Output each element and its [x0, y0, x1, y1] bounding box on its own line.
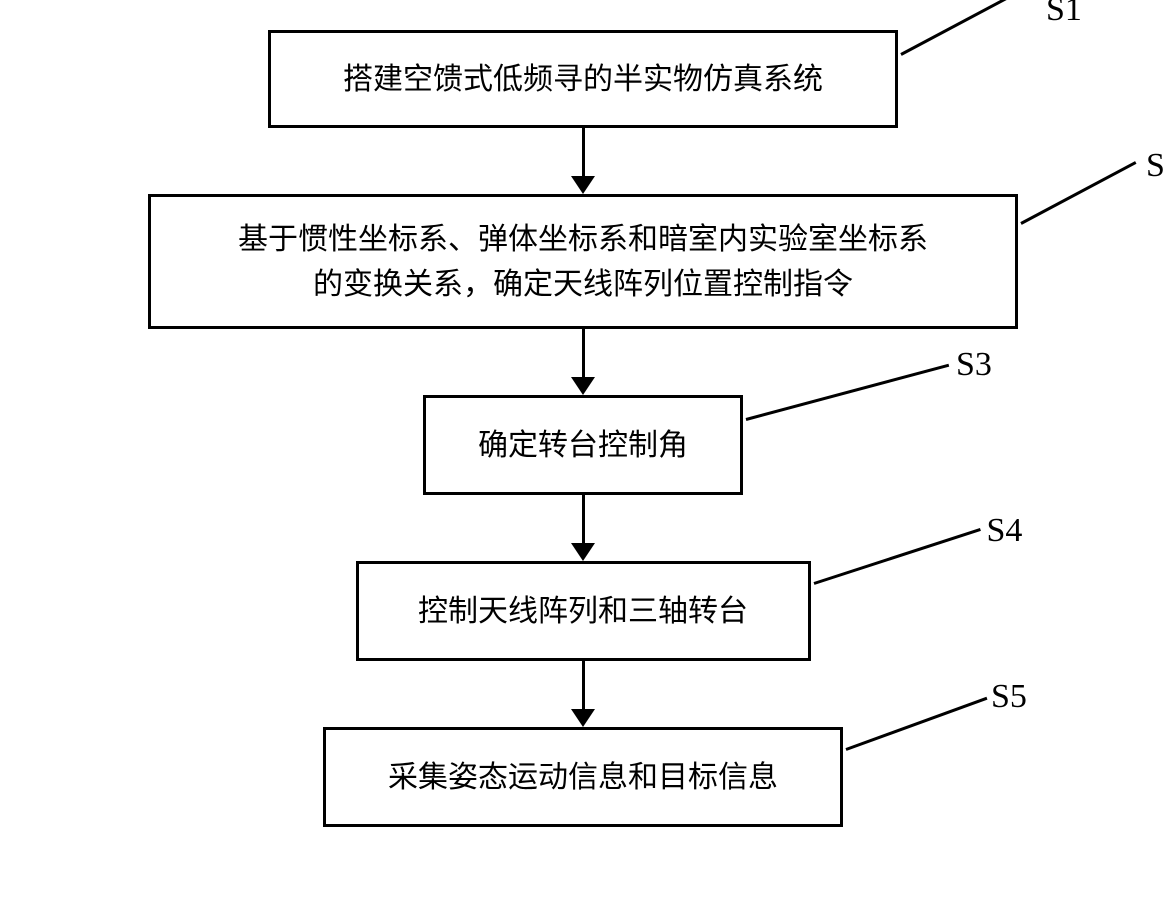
arrow-line	[582, 128, 585, 176]
node-s3: 确定转台控制角 S3	[423, 395, 743, 495]
arrow-head	[571, 176, 595, 194]
label-s5: S5	[991, 678, 1027, 716]
arrow-s1-s2	[571, 128, 595, 194]
arrow-s2-s3	[571, 329, 595, 395]
label-line-s3	[746, 364, 950, 421]
label-line-s5	[845, 697, 987, 751]
node-s4-text: 控制天线阵列和三轴转台	[418, 589, 748, 634]
arrow-head	[571, 377, 595, 395]
flowchart-container: 搭建空馈式低频寻的半实物仿真系统 S1 基于惯性坐标系、弹体坐标系和暗室内实验室…	[148, 30, 1018, 827]
arrow-s4-s5	[571, 661, 595, 727]
node-s1-text: 搭建空馈式低频寻的半实物仿真系统	[343, 57, 823, 102]
node-s3-text: 确定转台控制角	[478, 423, 688, 468]
node-s2-text: 基于惯性坐标系、弹体坐标系和暗室内实验室坐标系 的变换关系，确定天线阵列位置控制…	[238, 217, 928, 307]
node-s1: 搭建空馈式低频寻的半实物仿真系统 S1	[268, 30, 898, 128]
arrow-line	[582, 661, 585, 709]
label-s3: S3	[956, 346, 992, 384]
node-s2: 基于惯性坐标系、弹体坐标系和暗室内实验室坐标系 的变换关系，确定天线阵列位置控制…	[148, 194, 1018, 329]
arrow-line	[582, 329, 585, 377]
label-s4: S4	[987, 512, 1023, 550]
label-s1: S1	[1046, 0, 1082, 29]
arrow-head	[571, 543, 595, 561]
node-s5: 采集姿态运动信息和目标信息 S5	[323, 727, 843, 827]
node-s5-text: 采集姿态运动信息和目标信息	[388, 755, 778, 800]
arrow-s3-s4	[571, 495, 595, 561]
label-line-s4	[813, 528, 980, 585]
label-line-s1	[900, 0, 1029, 56]
label-line-s2	[1020, 161, 1136, 225]
arrow-line	[582, 495, 585, 543]
arrow-head	[571, 709, 595, 727]
node-s4: 控制天线阵列和三轴转台 S4	[356, 561, 811, 661]
label-s2: S2	[1146, 147, 1166, 185]
